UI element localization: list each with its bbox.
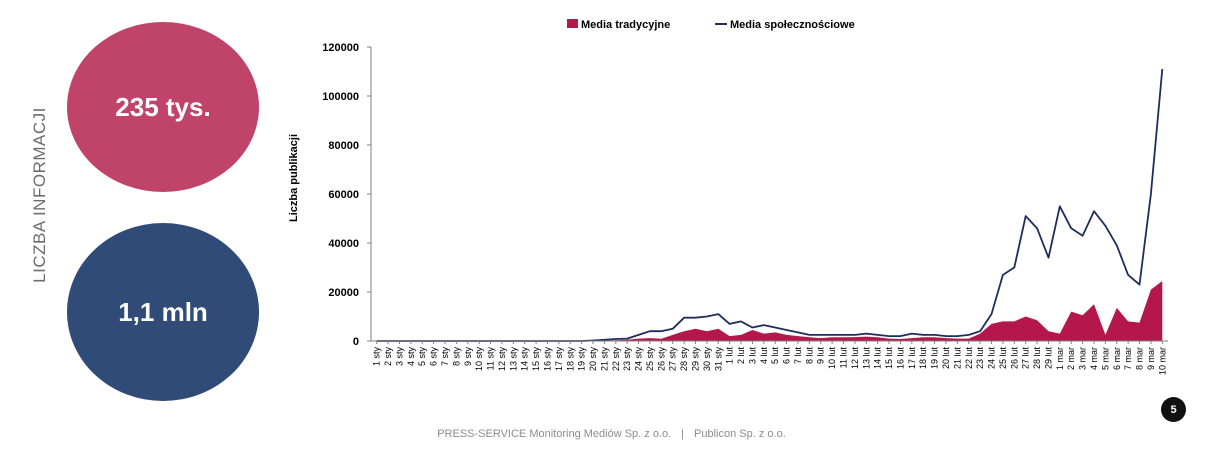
y-tick-label: 0 <box>353 336 359 348</box>
chart-x-axis: 1 sty 2 sty 3 sty 4 sty 5 sty 6 sty 7 sty 8 sty… <box>371 340 1168 375</box>
x-tick-label: 7 mar <box>1123 347 1133 370</box>
x-tick-label: 20 sty <box>588 347 598 372</box>
footer: PRESS-SERVICE Monitoring Mediów Sp. z o.… <box>0 428 1223 440</box>
x-tick-label: 29 sty <box>691 347 701 372</box>
social-stat-circle: 1,1 mln <box>67 223 259 401</box>
x-tick-label: 7 lut <box>793 347 803 365</box>
x-tick-label: 21 sty <box>599 347 609 372</box>
x-tick-label: 3 sty <box>395 347 405 367</box>
chart-plot-area <box>376 69 1164 342</box>
x-tick-label: 12 lut <box>850 347 860 370</box>
x-tick-label: 17 sty <box>554 347 564 372</box>
x-tick-label: 10 sty <box>474 347 484 372</box>
traditional-stat-circle: 235 tys. <box>67 22 259 192</box>
chart-legend: Media tradycyjne Media społecznościowe <box>567 19 855 31</box>
x-tick-label: 21 lut <box>952 347 962 370</box>
legend-label-media-spolecznosciowe: Media społecznościowe <box>730 19 855 31</box>
x-tick-label: 5 lut <box>770 347 780 365</box>
x-tick-label: 8 sty <box>451 347 461 367</box>
x-tick-label: 11 sty <box>486 347 496 371</box>
x-tick-label: 27 lut <box>1021 347 1031 370</box>
publications-chart: Media tradycyjne Media społecznościowe 0 2… <box>288 19 1168 375</box>
x-tick-label: 12 sty <box>497 347 507 372</box>
footer-company-left: PRESS-SERVICE Monitoring Mediów Sp. z o.… <box>437 428 672 440</box>
x-tick-label: 24 sty <box>634 347 644 372</box>
x-tick-label: 7 sty <box>440 347 450 367</box>
x-tick-label: 8 mar <box>1135 347 1145 370</box>
x-tick-label: 31 sty <box>713 347 723 372</box>
x-tick-label: 1 sty <box>372 347 382 367</box>
x-tick-label: 19 lut <box>930 347 940 370</box>
x-tick-label: 29 lut <box>1044 347 1054 370</box>
x-tick-label: 18 lut <box>918 347 928 370</box>
series-line-media-spolecznosciowe <box>376 69 1164 342</box>
x-tick-label: 9 lut <box>816 347 826 365</box>
x-tick-label: 25 sty <box>645 347 655 372</box>
x-tick-label: 10 mar <box>1157 347 1167 375</box>
x-tick-label: 6 lut <box>782 347 792 365</box>
x-tick-label: 2 mar <box>1066 347 1076 370</box>
footer-company-right: Publicon Sp. z o.o. <box>694 428 786 440</box>
x-tick-label: 10 lut <box>827 347 837 370</box>
x-tick-label: 28 sty <box>679 347 689 372</box>
x-tick-label: 8 lut <box>804 347 814 365</box>
footer-separator: | <box>681 428 685 440</box>
x-tick-label: 13 lut <box>861 347 871 370</box>
x-tick-label: 2 sty <box>383 347 393 367</box>
page-number: 5 <box>1170 403 1177 416</box>
x-tick-label: 4 sty <box>406 347 416 367</box>
x-tick-label: 18 sty <box>565 347 575 372</box>
x-tick-label: 17 lut <box>907 347 917 370</box>
social-stat-value: 1,1 mln <box>118 296 208 327</box>
x-tick-label: 19 sty <box>577 347 587 372</box>
x-tick-label: 30 sty <box>702 347 712 372</box>
x-tick-label: 16 lut <box>895 347 905 370</box>
x-tick-label: 28 lut <box>1032 347 1042 370</box>
side-title: LICZBA INFORMACJI <box>30 107 49 283</box>
x-tick-label: 3 lut <box>747 347 757 365</box>
x-tick-label: 9 sty <box>463 347 473 367</box>
x-tick-label: 4 mar <box>1089 347 1099 370</box>
x-tick-label: 24 lut <box>987 347 997 370</box>
chart-y-axis: 0 20000 40000 60000 80000 100000 120000 <box>322 42 372 348</box>
x-tick-label: 1 lut <box>725 347 735 365</box>
x-tick-label: 20 lut <box>941 347 951 370</box>
x-tick-label: 15 lut <box>884 347 894 370</box>
legend-swatch-media-tradycyjne <box>567 19 578 28</box>
series-area-media-tradycyjne <box>376 281 1163 341</box>
x-tick-label: 14 lut <box>873 347 883 370</box>
x-tick-label: 16 sty <box>543 347 553 372</box>
x-tick-label: 25 lut <box>998 347 1008 370</box>
page-number-badge: 5 <box>1161 397 1186 422</box>
y-tick-label: 80000 <box>328 140 359 152</box>
x-tick-label: 5 mar <box>1100 347 1110 370</box>
y-tick-label: 60000 <box>328 189 359 201</box>
x-tick-label: 9 mar <box>1146 347 1156 370</box>
x-tick-label: 6 mar <box>1112 347 1122 370</box>
x-tick-label: 26 lut <box>1009 347 1019 370</box>
x-tick-label: 15 sty <box>531 347 541 372</box>
y-tick-label: 40000 <box>328 238 359 250</box>
x-tick-label: 5 sty <box>417 347 427 367</box>
y-tick-label: 120000 <box>322 42 359 54</box>
traditional-stat-value: 235 tys. <box>115 91 211 122</box>
x-tick-label: 4 lut <box>759 347 769 365</box>
x-tick-label: 11 lut <box>839 347 849 369</box>
x-tick-label: 26 sty <box>656 347 666 372</box>
x-tick-label: 6 sty <box>429 347 439 367</box>
x-tick-label: 13 sty <box>508 347 518 372</box>
legend-label-media-tradycyjne: Media tradycyjne <box>581 19 670 31</box>
y-tick-label: 20000 <box>328 287 359 299</box>
x-tick-label: 22 lut <box>964 347 974 370</box>
y-tick-label: 100000 <box>322 91 359 103</box>
x-tick-label: 3 mar <box>1078 347 1088 370</box>
x-tick-label: 23 sty <box>622 347 632 372</box>
x-tick-label: 27 sty <box>668 347 678 372</box>
x-tick-label: 14 sty <box>520 347 530 372</box>
x-tick-label: 22 sty <box>611 347 621 372</box>
x-tick-label: 23 lut <box>975 347 985 370</box>
x-tick-label: 2 lut <box>736 347 746 365</box>
chart-y-axis-label: Liczba publikacji <box>288 134 300 222</box>
x-tick-label: 1 mar <box>1055 347 1065 370</box>
